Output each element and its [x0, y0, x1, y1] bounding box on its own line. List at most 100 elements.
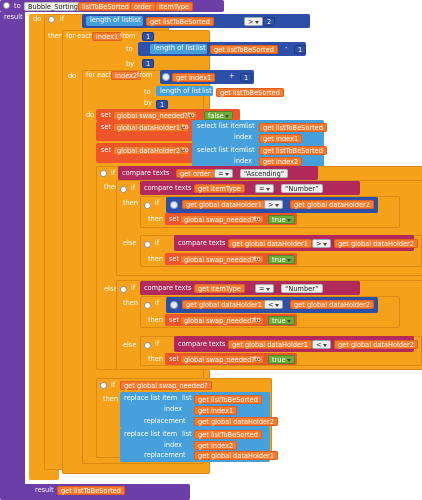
- math-gt-mutator[interactable]: [170, 201, 178, 209]
- get-listToBeSorted-result[interactable]: get listToBeSorted: [57, 486, 125, 495]
- true-literal-2[interactable]: true: [268, 255, 295, 264]
- for-each-label: for each: [66, 32, 94, 40]
- mutator-gear-icon[interactable]: [3, 2, 10, 9]
- param-order[interactable]: order: [130, 2, 156, 11]
- get-listToBeSorted-3[interactable]: get listToBeSorted: [216, 88, 284, 97]
- get-dh2-3[interactable]: get global dataHolder2: [290, 300, 374, 309]
- if-text-lt-mutator-icon[interactable]: [144, 342, 151, 349]
- true-literal-4[interactable]: true: [268, 355, 295, 364]
- if-mutator-icon[interactable]: [48, 16, 55, 23]
- procedure-name-field[interactable]: Bubble_Sorting: [24, 2, 82, 11]
- get-index1[interactable]: get index1: [172, 73, 216, 82]
- by-num-1-2[interactable]: 1: [156, 100, 169, 109]
- index2-field[interactable]: index2: [111, 71, 142, 80]
- else-label-3: else: [123, 341, 137, 349]
- lt-operator-2[interactable]: <: [312, 340, 331, 349]
- set-label-5: set: [169, 255, 180, 263]
- get-dh1-1[interactable]: get global dataHolder1: [182, 200, 266, 209]
- if-math-gt-mutator-icon[interactable]: [144, 202, 151, 209]
- if-order-mutator-icon[interactable]: [100, 170, 107, 177]
- gt-operator-3[interactable]: >: [312, 239, 331, 248]
- eq-operator-3[interactable]: =: [255, 284, 274, 293]
- lt-operator-1[interactable]: <: [264, 300, 283, 309]
- swap-var-dropdown[interactable]: global swap_needed?: [113, 111, 197, 120]
- from-num-1[interactable]: 1: [142, 32, 155, 41]
- get-dh2-4[interactable]: get global dataHolder2: [334, 340, 418, 349]
- get-order[interactable]: get order: [176, 169, 215, 178]
- from-label: from: [120, 32, 136, 40]
- num-2[interactable]: 2: [263, 17, 276, 26]
- if-itemtype-mutator-icon[interactable]: [120, 186, 127, 193]
- length-of-list-block-2[interactable]: [150, 44, 207, 54]
- rli-index-label-2: index: [164, 441, 183, 449]
- param-listToBeSorted[interactable]: listToBeSorted: [78, 2, 133, 11]
- get-index2-2[interactable]: get index2: [194, 441, 238, 450]
- dh2-var-dropdown[interactable]: global dataHolder2: [113, 146, 190, 155]
- number-literal-2[interactable]: “Number”: [281, 284, 323, 293]
- proc-to-label: to: [14, 2, 21, 10]
- if-text-gt-mutator-icon[interactable]: [144, 241, 151, 248]
- get-listToBeSorted-7[interactable]: get listToBeSorted: [194, 430, 262, 439]
- if-swap-mutator-icon[interactable]: [100, 382, 107, 389]
- rli-replacement-label-1: replacement: [144, 417, 186, 425]
- set-label-4: set: [169, 215, 180, 223]
- false-literal[interactable]: false: [204, 111, 233, 120]
- if-itemtype-mutator-icon-2[interactable]: [120, 286, 127, 293]
- get-dh2-2[interactable]: get global dataHolder2: [334, 239, 418, 248]
- index1-field[interactable]: index1: [92, 32, 123, 41]
- set-label-2: set: [101, 123, 112, 131]
- gt-operator-2[interactable]: >: [264, 200, 283, 209]
- swap-var-2[interactable]: global swap_needed?: [180, 255, 264, 264]
- num-1-plus[interactable]: 1: [240, 73, 253, 82]
- gt-operator[interactable]: >: [244, 17, 263, 26]
- param-itemType[interactable]: itemType: [155, 2, 194, 11]
- get-index1-3[interactable]: get index1: [194, 406, 238, 415]
- number-literal[interactable]: “Number”: [281, 184, 323, 193]
- proc-result-label: result: [4, 13, 23, 21]
- get-index2[interactable]: get index2: [259, 157, 303, 166]
- then-label-5: then: [148, 255, 164, 263]
- get-dh1-2[interactable]: get global dataHolder1: [228, 239, 312, 248]
- if-label-3: if: [131, 184, 136, 192]
- get-listToBeSorted-2[interactable]: get listToBeSorted: [210, 45, 278, 54]
- get-itemType-2[interactable]: get itemType: [194, 284, 245, 293]
- swap-var-3[interactable]: global swap_needed?: [180, 316, 264, 325]
- if-label-4: if: [155, 199, 160, 207]
- eq-operator-1[interactable]: =: [214, 169, 233, 178]
- eq-operator-2[interactable]: =: [255, 184, 274, 193]
- swap-var-1[interactable]: global swap_needed?: [180, 215, 264, 224]
- get-dh1-3[interactable]: get global dataHolder1: [182, 300, 266, 309]
- get-swap[interactable]: get global swap_needed?: [120, 381, 212, 390]
- get-itemType[interactable]: get itemType: [194, 184, 245, 193]
- set-label-6: set: [169, 316, 180, 324]
- plus-operator[interactable]: +: [229, 72, 235, 80]
- get-listToBeSorted-5[interactable]: get listToBeSorted: [259, 146, 327, 155]
- for-each-label-2: for each: [86, 71, 114, 79]
- get-listToBeSorted-6[interactable]: get listToBeSorted: [194, 395, 262, 404]
- get-dh2-1[interactable]: get global dataHolder2: [290, 200, 374, 209]
- swap-var-4[interactable]: global swap_needed?: [180, 355, 264, 364]
- get-listToBeSorted-4[interactable]: get listToBeSorted: [259, 123, 327, 132]
- replace-list-item-label-2: replace list item: [124, 430, 178, 438]
- list-label-3: list: [202, 87, 212, 95]
- get-listToBeSorted[interactable]: get listToBeSorted: [146, 17, 214, 26]
- length-of-list-block[interactable]: [86, 16, 143, 26]
- plus-mutator-icon[interactable]: [162, 73, 170, 81]
- to-label-t2: to: [254, 255, 261, 263]
- dh1-var-dropdown[interactable]: global dataHolder1: [113, 123, 190, 132]
- num-1-minus[interactable]: 1: [294, 45, 307, 54]
- get-dh1-5[interactable]: get global dataHolder1: [194, 451, 278, 460]
- rli-replacement-label-2: replacement: [144, 451, 186, 459]
- by-num-1[interactable]: 1: [142, 59, 155, 68]
- get-dh1-4[interactable]: get global dataHolder1: [228, 340, 312, 349]
- true-literal-3[interactable]: true: [268, 316, 295, 325]
- minus-operator[interactable]: -: [285, 44, 288, 52]
- get-index1-2[interactable]: get index1: [259, 134, 303, 143]
- length-of-list-block-3[interactable]: [156, 86, 213, 96]
- true-literal-1[interactable]: true: [268, 215, 295, 224]
- ascending-literal[interactable]: “Ascending”: [240, 169, 289, 178]
- get-dh2-5[interactable]: get global dataHolder2: [194, 417, 278, 426]
- if-math-lt-mutator-icon[interactable]: [144, 302, 151, 309]
- math-lt-mutator[interactable]: [170, 301, 178, 309]
